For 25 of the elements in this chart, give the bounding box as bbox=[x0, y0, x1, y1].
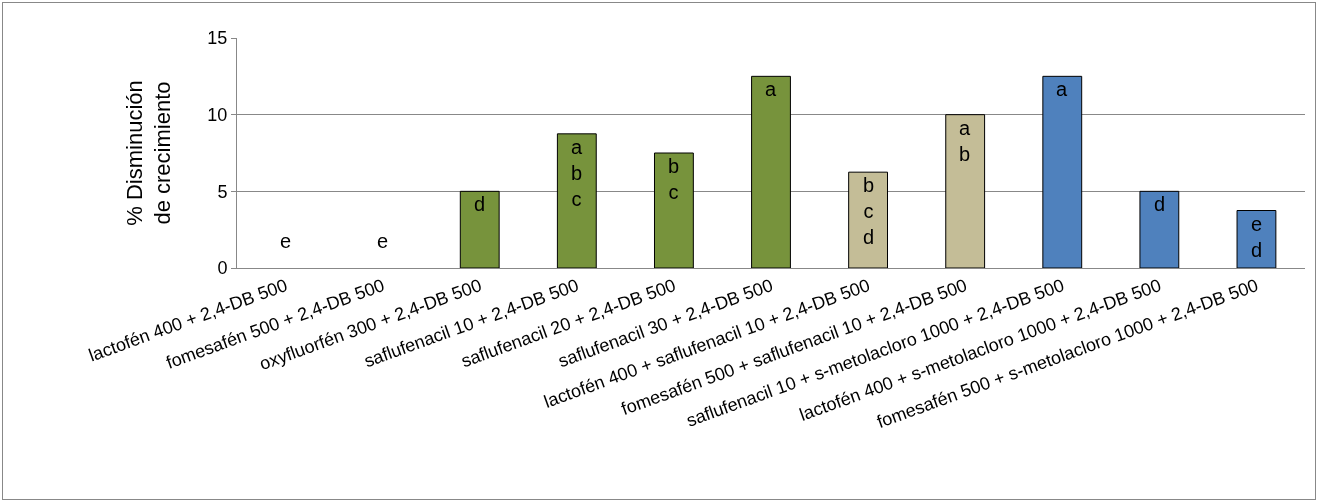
annotation: a bbox=[1056, 78, 1068, 100]
annotation: bc bbox=[668, 155, 680, 203]
bar bbox=[945, 114, 986, 268]
annotation: bcd bbox=[863, 174, 875, 248]
annotation: abc bbox=[571, 136, 583, 210]
annotation: e d bbox=[1251, 213, 1263, 261]
annotation: d bbox=[474, 193, 486, 215]
y-tick-label: 5 bbox=[217, 181, 228, 202]
bar bbox=[1236, 210, 1277, 268]
bar bbox=[556, 133, 597, 268]
annotation: e bbox=[377, 230, 389, 252]
bar bbox=[1139, 190, 1180, 268]
annotation: a bbox=[765, 78, 777, 100]
bar bbox=[751, 75, 791, 268]
annotation: ab bbox=[959, 117, 971, 165]
y-axis-title: % Disminución de crecimiento bbox=[121, 80, 176, 226]
y-tick-label: 15 bbox=[207, 28, 228, 49]
annotation: d bbox=[1154, 193, 1166, 215]
bar bbox=[459, 190, 500, 268]
bar bbox=[1042, 75, 1083, 268]
bar bbox=[848, 171, 889, 268]
bar bbox=[653, 152, 694, 268]
y-tick-label: 10 bbox=[207, 104, 228, 125]
annotation: e bbox=[280, 230, 292, 252]
y-tick-label: 0 bbox=[217, 258, 228, 279]
